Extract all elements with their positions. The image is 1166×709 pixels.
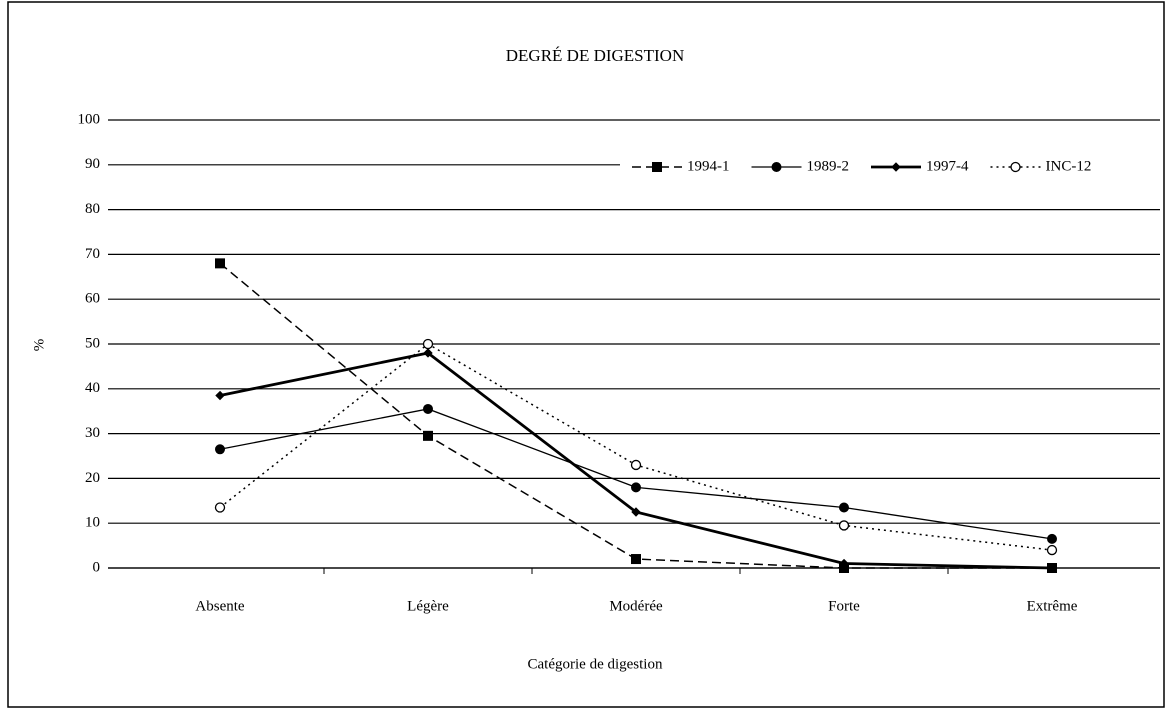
- legend-label: 1994-1: [687, 158, 730, 174]
- marker: [214, 502, 226, 513]
- y-tick-label: 20: [85, 470, 100, 486]
- marker: [1047, 533, 1057, 544]
- y-tick-label: 70: [85, 246, 100, 262]
- y-tick-label: 10: [85, 515, 100, 531]
- marker: [215, 444, 225, 455]
- x-tick-label: Modérée: [609, 598, 663, 614]
- marker: [423, 430, 433, 441]
- x-tick-label: Légère: [407, 598, 449, 614]
- marker: [839, 502, 849, 513]
- marker: [631, 507, 641, 517]
- y-tick-label: 80: [85, 201, 100, 217]
- series-line: [219, 343, 1053, 551]
- x-tick-label: Extrême: [1027, 598, 1078, 614]
- y-axis-label: %: [31, 339, 47, 352]
- y-tick-label: 0: [93, 559, 101, 575]
- marker: [215, 390, 225, 401]
- marker: [1010, 161, 1021, 173]
- frame: [7, 1, 1165, 708]
- marker: [423, 348, 433, 358]
- marker: [652, 162, 662, 172]
- legend: 1994-1 1989-2 1997-4 INC-12: [620, 140, 1160, 190]
- marker: [631, 554, 641, 565]
- legend-label: 1997-4: [926, 158, 969, 174]
- marker: [838, 520, 850, 531]
- y-tick-label: 50: [85, 335, 100, 351]
- x-tick-label: Absente: [195, 598, 244, 614]
- series-line: [219, 408, 1053, 540]
- y-tick-label: 30: [85, 425, 100, 441]
- marker: [631, 482, 641, 493]
- legend-label: INC-12: [1046, 158, 1092, 174]
- marker: [423, 403, 433, 414]
- y-tick-label: 90: [85, 156, 100, 172]
- marker: [1046, 544, 1058, 556]
- y-tick-label: 60: [85, 291, 100, 307]
- x-axis-label: Catégorie de digestion: [528, 656, 663, 672]
- marker: [839, 558, 849, 569]
- x-tick-label: Forte: [828, 598, 860, 614]
- marker: [422, 338, 434, 350]
- marker: [1047, 563, 1057, 573]
- y-tick-label: 100: [78, 111, 101, 127]
- marker: [630, 459, 642, 471]
- series-line: [219, 262, 1052, 569]
- chart-title: DEGRÉ DE DIGESTION: [506, 46, 684, 65]
- legend-label: 1989-2: [807, 158, 850, 174]
- marker: [215, 258, 225, 269]
- marker: [891, 162, 901, 172]
- legend-box: [620, 140, 1160, 190]
- y-tick-label: 40: [85, 380, 100, 396]
- marker: [771, 162, 782, 172]
